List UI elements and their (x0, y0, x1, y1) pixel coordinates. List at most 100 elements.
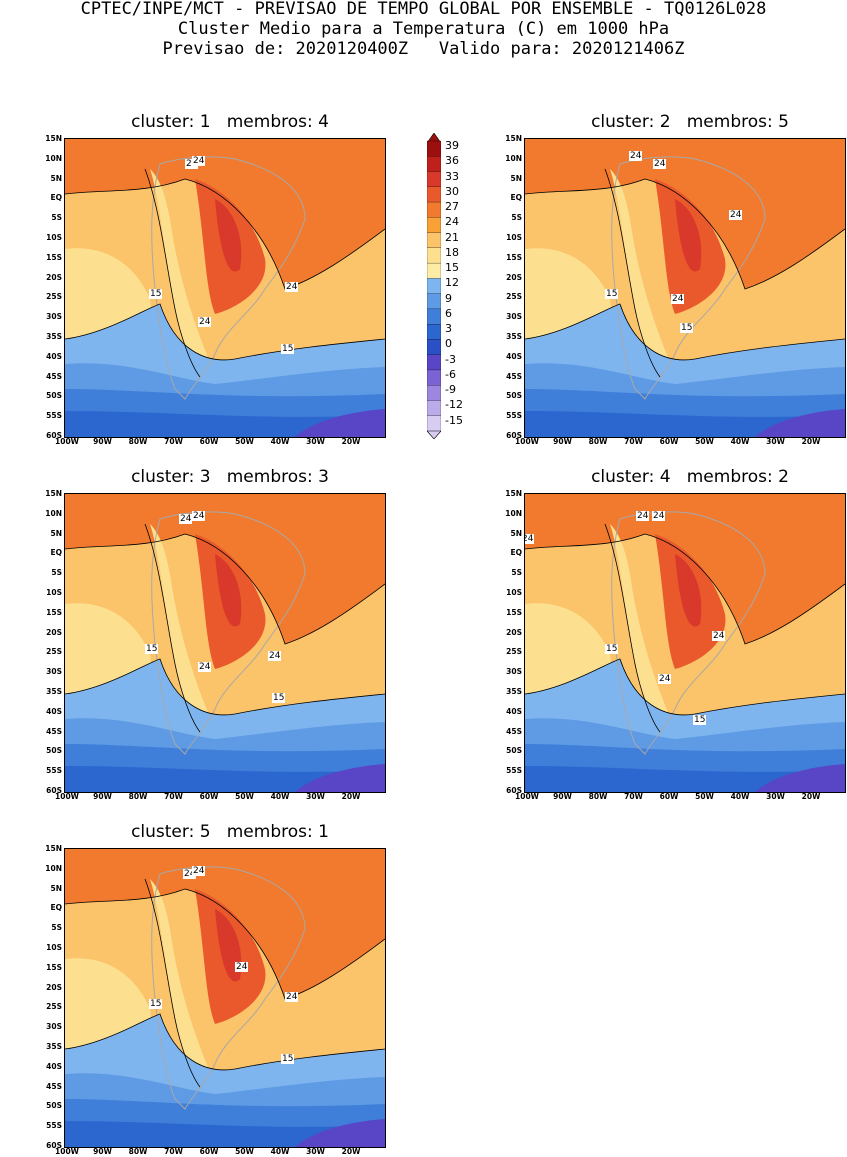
lat-tick-label: 25S (506, 292, 522, 302)
lon-tick-label: 80W (128, 437, 148, 446)
contour-label: 24 (636, 511, 650, 521)
lon-tick-label: 20W (341, 437, 361, 446)
lon-tick-label: 40W (270, 792, 290, 801)
contour-label: 15 (693, 715, 707, 725)
lat-tick-label: 25S (46, 647, 62, 657)
contour-label: 24 (268, 651, 282, 661)
colorbar-level-label: 36 (445, 154, 459, 168)
contour-label: 15 (281, 1054, 295, 1064)
lon-tick-label: 50W (235, 437, 254, 446)
colorbar-level-label: 30 (445, 184, 459, 198)
lat-tick-label: 25S (46, 1002, 62, 1012)
lat-tick-label: 5N (50, 173, 63, 183)
lon-tick-label: 80W (128, 1147, 148, 1156)
lon-tick-label: 80W (588, 437, 608, 446)
contour-label: 24 (235, 962, 249, 972)
lat-tick-label: 10S (46, 233, 62, 242)
contour-label: 24 (671, 294, 685, 304)
lat-tick-label: 20S (506, 272, 522, 282)
contour-label: 24 (192, 156, 206, 166)
lat-tick-label: EQ (510, 193, 523, 203)
lat-tick-label: 60S (46, 431, 62, 440)
lat-tick-label: 15N (505, 489, 522, 498)
colorbar-swatch (427, 217, 441, 234)
contour-label: 24 (629, 151, 643, 161)
lat-tick-label: 15N (505, 134, 522, 143)
map-field-2 (525, 139, 845, 437)
colorbar-swatch (427, 140, 441, 157)
lat-tick-label: EQ (50, 903, 63, 913)
lat-tick-label: 30S (46, 667, 62, 677)
lon-tick-label: 40W (270, 437, 290, 446)
lon-tick-label: 50W (235, 1147, 254, 1156)
lat-tick-label: 50S (506, 391, 522, 401)
colorbar-level-label: 15 (445, 261, 459, 275)
lat-tick-label: 20S (46, 982, 62, 992)
lon-tick-label: 100W (515, 792, 539, 801)
lon-tick-label: 70W (164, 1147, 183, 1156)
lat-tick-label: 25S (506, 647, 522, 657)
lon-tick-label: 60W (659, 792, 679, 801)
lat-tick-label: 5S (51, 213, 62, 223)
lat-tick-label: 40S (506, 706, 522, 716)
contour-label: 24 (285, 992, 299, 1002)
lat-tick-label: 55S (506, 411, 522, 421)
lat-tick-label: 35S (506, 687, 522, 696)
colorbar-swatch (427, 247, 441, 264)
panel-title-5: cluster: 5 membros: 1 (131, 822, 329, 842)
panel-title-1: cluster: 1 membros: 4 (131, 112, 329, 132)
lon-tick-label: 30W (306, 792, 325, 801)
lon-tick-label: 50W (695, 792, 714, 801)
panel-title-4: cluster: 4 membros: 2 (591, 467, 789, 487)
header-line-2: Cluster Medio para a Temperatura (C) em … (177, 19, 670, 39)
lon-tick-label: 90W (553, 792, 572, 801)
colorbar-swatch (427, 293, 441, 310)
colorbar-level-label: 0 (445, 337, 452, 351)
contour-label: 24 (652, 511, 666, 521)
header-line-3: Previsao de: 2020120400Z Valido para: 20… (162, 39, 685, 59)
lat-tick-label: 40S (46, 1061, 62, 1071)
header-line-1: CPTEC/INPE/MCT - PREVISAO DE TEMPO GLOBA… (80, 0, 767, 19)
lat-tick-label: 55S (506, 766, 522, 776)
colorbar-swatch (427, 262, 441, 280)
lon-tick-label: 100W (55, 437, 79, 446)
lat-tick-label: 50S (46, 391, 62, 401)
lat-tick-label: 10S (46, 588, 62, 597)
lon-tick-label: 70W (164, 437, 183, 446)
lon-tick-label: 70W (624, 437, 643, 446)
contour-label: 24 (198, 662, 212, 672)
colorbar-level-label: 21 (445, 230, 459, 244)
lon-tick-label: 40W (270, 1147, 290, 1156)
contour-label: 24 (658, 674, 672, 684)
lat-tick-label: 15N (45, 134, 62, 143)
contour-label: 15 (149, 999, 163, 1009)
lon-tick-label: 50W (695, 437, 714, 446)
lat-tick-label: 15S (506, 252, 522, 262)
lat-tick-label: 55S (46, 411, 62, 421)
colorbar-level-label: 9 (445, 291, 452, 305)
contour-label: 24 (653, 159, 667, 169)
lon-tick-label: 70W (164, 792, 183, 801)
contour-label: 24 (179, 514, 193, 524)
colorbar-swatch (427, 278, 441, 295)
lat-tick-label: 30S (46, 312, 62, 322)
map-field-3 (65, 494, 385, 792)
lat-tick-label: 5S (511, 568, 522, 578)
colorbar-swatch (427, 369, 441, 386)
lat-tick-label: 5N (50, 883, 63, 893)
lon-tick-label: 40W (730, 792, 750, 801)
lat-tick-label: 10N (45, 153, 62, 163)
colorbar-level-label: 24 (445, 215, 459, 229)
contour-label: 15 (605, 644, 619, 654)
colorbar-swatch (427, 232, 441, 249)
lon-tick-label: 100W (55, 1147, 79, 1156)
panel-title-2: cluster: 2 membros: 5 (591, 112, 789, 132)
lat-tick-label: 30S (506, 312, 522, 322)
contour-label: 24 (712, 631, 726, 641)
map-field-5 (65, 849, 385, 1147)
colorbar-swatch (427, 354, 441, 371)
lon-tick-label: 20W (801, 437, 821, 446)
lat-tick-label: 40S (506, 351, 522, 361)
lat-tick-label: 60S (506, 431, 522, 440)
